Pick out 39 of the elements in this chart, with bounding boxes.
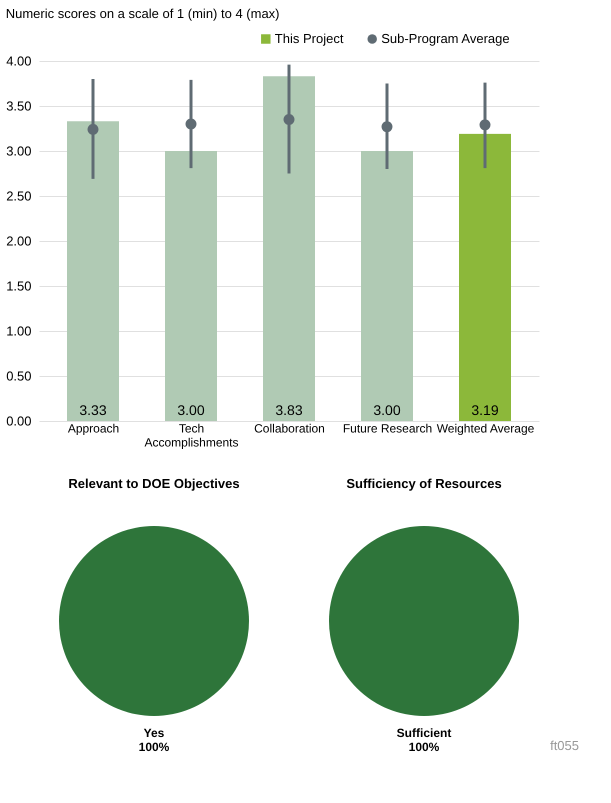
bar xyxy=(459,134,511,421)
y-tick-label: 3.00 xyxy=(6,144,32,158)
text: ft055 xyxy=(550,738,579,753)
slice-label: Yes xyxy=(144,726,165,740)
y-tick-label: 0.00 xyxy=(6,414,32,428)
legend-label: Sub-Program Average xyxy=(381,31,510,46)
data-label: 100% xyxy=(138,740,170,754)
x-tick-label: Collaboration xyxy=(254,422,325,436)
y-tick-label: 2.50 xyxy=(6,188,32,204)
data-label: 3.00 xyxy=(373,402,401,418)
y-tick-label: 3.50 xyxy=(6,98,32,114)
point xyxy=(284,114,294,125)
y-tick-label: 0.50 xyxy=(6,368,32,384)
x-tick-label: Tech Accomplishments xyxy=(144,422,239,450)
bar xyxy=(67,121,119,421)
y-tick-label: 2.00 xyxy=(6,234,32,248)
x-tick-label: Approach xyxy=(68,422,120,436)
data-label: 3.00 xyxy=(177,402,205,418)
y-tick-label: 4.00 xyxy=(6,54,32,68)
chart-title: Sufficiency of Resources xyxy=(346,476,502,491)
legend-label: This Project xyxy=(274,31,344,46)
chart-title: Numeric scores on a scale of 1 (min) to 4 (max) xyxy=(6,6,280,21)
data-label: 3.83 xyxy=(275,402,303,418)
point xyxy=(186,118,196,130)
data-label: 3.19 xyxy=(471,402,499,418)
chart-title: Relevant to DOE Objectives xyxy=(68,476,240,491)
x-tick-label: Weighted Average xyxy=(436,422,535,436)
data-label: 100% xyxy=(408,740,440,754)
point xyxy=(480,119,490,130)
y-tick-label: 1.00 xyxy=(6,324,32,338)
point xyxy=(382,121,392,132)
bar xyxy=(165,151,217,421)
data-label: 3.33 xyxy=(79,402,107,418)
point xyxy=(88,124,98,135)
bar xyxy=(263,76,315,421)
slice-label: Sufficient xyxy=(396,726,452,740)
bar xyxy=(361,151,413,421)
x-tick-label: Future Research xyxy=(342,422,432,436)
y-tick-label: 1.50 xyxy=(6,278,32,294)
